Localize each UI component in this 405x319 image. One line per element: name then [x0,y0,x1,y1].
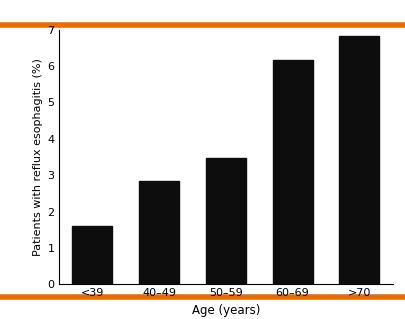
Bar [72,226,112,284]
Bar [139,181,179,284]
X-axis label: Age (years): Age (years) [192,304,260,317]
Text: Medscape®: Medscape® [12,5,100,19]
Bar [273,60,313,284]
Text: www.medscape.com: www.medscape.com [118,5,247,19]
Text: Source: Int J Clin Pract © 2005 Blackwell Publishing Ltd.: Source: Int J Clin Pract © 2005 Blackwel… [118,304,397,314]
Bar [339,36,379,284]
Y-axis label: Patients with reflux esophagitis (%): Patients with reflux esophagitis (%) [33,58,43,256]
Bar [206,158,246,284]
